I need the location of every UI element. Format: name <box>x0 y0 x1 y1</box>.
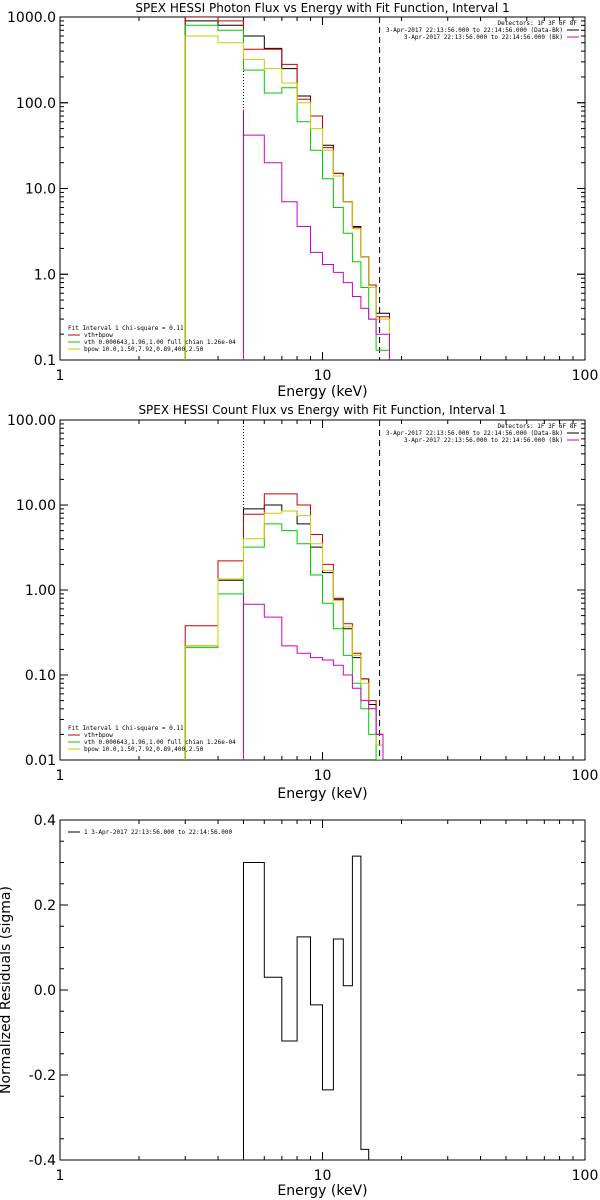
legend-title: Fit Interval 1 Chi-square = 0.11 <box>68 325 184 332</box>
x-tick-label: 1 <box>56 1168 65 1184</box>
y-tick-label: 1000.0 <box>7 10 56 26</box>
x-axis-label: Energy (keV) <box>277 384 367 400</box>
x-axis-label: Energy (keV) <box>277 1183 367 1199</box>
x-tick-label: 10 <box>314 368 332 384</box>
chart-title: SPEX HESSI Count Flux vs Energy with Fit… <box>138 403 506 417</box>
x-tick-label: 10 <box>314 1168 332 1184</box>
legend-title: Detectors: 1F 3F 6F 8F <box>498 20 578 27</box>
plot-frame <box>59 16 586 361</box>
series-group <box>184 17 390 360</box>
y-tick-label: 0.1 <box>34 353 56 369</box>
series-bk-step-line <box>243 134 390 360</box>
y-tick-label: 0.0 <box>34 983 56 999</box>
series-data-step-line <box>184 504 384 760</box>
legend-label: vth+bpow <box>84 332 113 339</box>
x-tick-label: 10 <box>314 768 332 784</box>
legend-label: vth 0.000643,1.96,1.00 full chian 1.26e-… <box>84 339 236 346</box>
series-group <box>243 855 370 1160</box>
x-tick-label: 1 <box>56 368 65 384</box>
photon-flux-panel: 1 10 100 0.1 1.0 10.0 100.0 1000.0 SPEX HESSI Ph… <box>7 1 598 400</box>
legend-title: Fit Interval 1 Chi-square = 0.11 <box>68 725 184 732</box>
y-tick-label: 0.01 <box>25 753 56 769</box>
y-tick-label: -0.2 <box>29 1068 56 1084</box>
y-tick-label: 100.00 <box>7 413 56 429</box>
series-bpow-step-line <box>184 510 384 760</box>
y-tick-label: 1.00 <box>25 583 56 599</box>
y-tick-label: -0.4 <box>29 1153 56 1169</box>
x-tick-label: 100 <box>572 768 599 784</box>
legend-label: 3-Apr-2017 22:13:56.000 to 22:14:56.000 … <box>386 27 563 34</box>
legend-title: Detectors: 1F 3F 6F 8F <box>498 423 578 430</box>
x-tick-label: 100 <box>572 1168 599 1184</box>
legend-label: bpow 10.0,1.50,7.92,0.89,400,2.50 <box>84 346 204 353</box>
series-vth-step-line <box>184 523 383 760</box>
series-bk-step-line <box>243 603 384 760</box>
series-group <box>184 493 384 760</box>
series-vth-step-line <box>184 24 390 360</box>
count-flux-panel: 1 10 100 0.01 0.10 1.00 10.00 100.00 SPEX HESSI … <box>7 403 598 802</box>
plot-frame <box>59 819 586 1161</box>
legend-label: 3-Apr-2017 22:13:56.000 to 22:14:56.000 … <box>404 437 563 444</box>
y-tick-label: 0.10 <box>25 668 56 684</box>
x-tick-label: 1 <box>56 768 65 784</box>
y-tick-label: 0.2 <box>34 898 56 914</box>
legend-label: vth+bpow <box>84 732 113 739</box>
x-axis-label: Energy (keV) <box>277 786 367 802</box>
y-tick-label: 0.4 <box>34 813 56 829</box>
y-tick-label: 100.0 <box>16 96 56 112</box>
y-tick-label: 10.00 <box>16 498 56 514</box>
legend-label: 3-Apr-2017 22:13:56.000 to 22:14:56.000 … <box>404 34 563 41</box>
y-tick-label: 1.0 <box>34 267 56 283</box>
x-tick-label: 100 <box>572 368 599 384</box>
series-bpow-step-line <box>184 35 390 360</box>
series-total-step-line <box>184 493 384 760</box>
legend-label: vth 0.000643,1.96,1.00 full chian 1.26e-… <box>84 739 236 746</box>
y-tick-label: 10.0 <box>25 182 56 198</box>
residuals-panel: 1 10 100 -0.4 -0.2 0.0 0.2 0.4 Energy (keV) Norma… <box>0 813 598 1199</box>
chart-title: SPEX HESSI Photon Flux vs Energy with Fi… <box>135 1 509 15</box>
series-data-step-line <box>184 20 390 360</box>
legend-label: 1 3-Apr-2017 22:13:56.000 to 22:14:56.00… <box>84 829 232 836</box>
legend-label: 3-Apr-2017 22:13:56.000 to 22:14:56.000 … <box>386 430 563 437</box>
series-data-step-line <box>243 855 370 1160</box>
y-axis-label: Normalized Residuals (sigma) <box>0 886 14 1094</box>
legend-label: bpow 10.0,1.50,7.92,0.89,400,2.50 <box>84 746 204 753</box>
